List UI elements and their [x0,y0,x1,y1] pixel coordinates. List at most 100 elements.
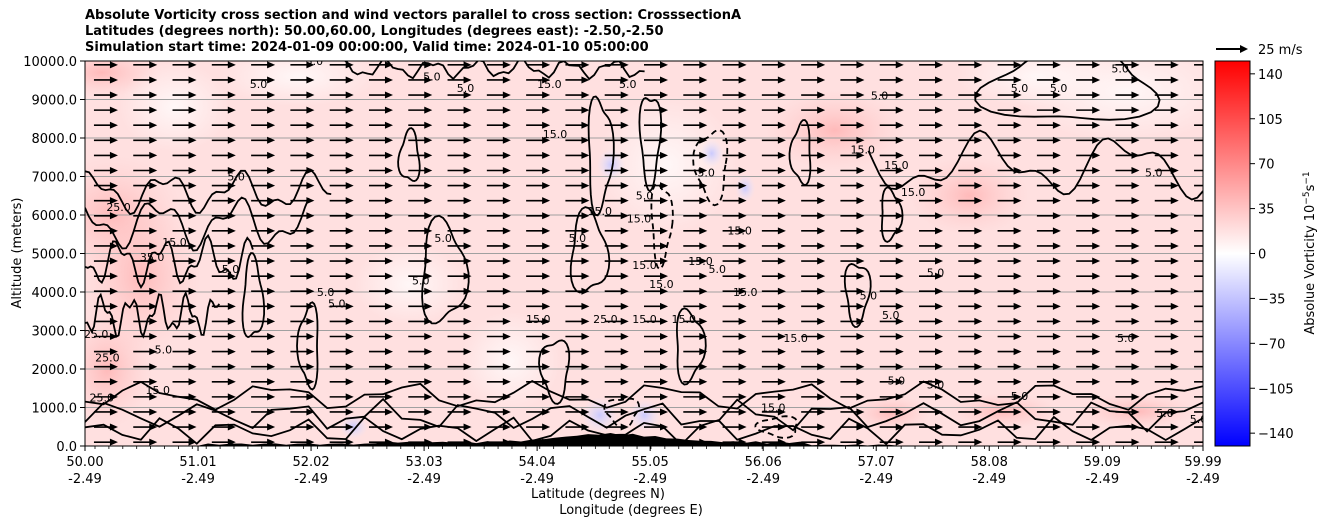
contour-label-43: 5.0 [927,267,945,280]
wind-vector-694 [1154,91,1179,99]
wind-vector-head [777,136,786,144]
wind-vector-70 [565,408,590,416]
wind-vector-8 [408,438,433,446]
wind-vector-701 [290,76,315,84]
contour-label-7: 5.0 [155,344,173,357]
wind-vector-427 [919,227,944,235]
wind-vector-head [581,212,590,220]
wind-vector-head [1052,106,1061,114]
wind-vector-21 [919,438,944,446]
wind-vector-head [542,378,551,386]
wind-vector-head [1092,136,1101,144]
wind-vector-head [817,257,826,265]
wind-vector-head [188,61,197,69]
wind-vector-head [149,378,158,386]
wind-vector-head [895,438,904,446]
wind-vector-454 [840,212,865,220]
wind-vector-head [738,317,747,325]
wind-vector-head [1170,333,1179,341]
wind-vector-head [306,61,315,69]
wind-vector-head [542,182,551,190]
wind-vector-head [1170,257,1179,265]
wind-vector-629 [879,121,904,129]
wind-vector-head [542,302,551,310]
wind-vector-head [935,76,944,84]
x-tick-label-lat-9: 59.09 [1084,455,1121,470]
wind-vector-head [227,121,236,129]
wind-vector-head [227,242,236,250]
wind-vector-562 [526,151,551,159]
wind-vector-208 [290,333,315,341]
contour-label-3: 25.0 [84,328,109,341]
wind-vector-573 [958,151,983,159]
wind-vector-head [227,76,236,84]
wind-vector-head [502,257,511,265]
wind-vector-head [384,287,393,295]
wind-vector-58 [93,408,118,416]
wind-vector-head [660,227,668,235]
contour-label-6: 15.0 [145,384,170,397]
wind-vector-head [856,136,865,144]
vorticity-region-14 [699,139,724,168]
contour-label-1: 15.0 [162,236,187,249]
wind-vector-head [1013,438,1022,446]
wind-vector-head [974,166,983,174]
wind-vector-head [227,317,236,325]
wind-vector-head [738,423,747,431]
x-tick-label-lon-9: -2.49 [1085,472,1119,487]
wind-vector-726 [133,61,158,69]
wind-vector-head [227,197,236,205]
wind-vector-548 [1115,166,1140,174]
contour-label-36: 15.0 [783,332,808,345]
wind-vector-head [463,166,472,174]
wind-vector-549 [1154,166,1179,174]
wind-vector-312 [958,287,983,295]
wind-vector-head [188,91,197,99]
wind-vector-748 [997,61,1022,69]
wind-vector-359 [526,257,551,265]
wind-vector-head [502,348,511,356]
wind-vector-132 [722,378,747,386]
colorbar-label-exponent: −5 [1302,191,1312,204]
x-tick-label-lon-6: -2.49 [746,472,780,487]
wind-vector-398 [919,242,944,250]
wind-vector-head [109,287,118,295]
wind-vector-head [856,227,865,235]
wind-vector-head [502,408,511,416]
contour-line-2 [85,233,254,289]
chart-title-line-3: Simulation start time: 2024-01-09 00:00:… [85,40,649,55]
wind-vector-head [463,242,472,250]
wind-vector-head [581,151,590,159]
wind-vector-80 [958,408,983,416]
wind-vector-head [620,287,629,295]
contour-label-38: 15.0 [884,159,909,172]
wind-vector-head [817,121,826,129]
wind-vector-354 [329,257,354,265]
wind-vector-228 [1076,333,1101,341]
wind-vector-head [1170,378,1179,386]
colorbar-tick-label-8: −140 [1258,427,1294,442]
wind-vector-head [777,166,786,174]
vorticity-region-13 [596,148,625,181]
wind-vector-537 [683,166,708,174]
wind-vector-326 [368,272,393,280]
contour-label-41: 5.0 [860,290,878,303]
wind-vector-head [345,197,354,205]
wind-vector-head [502,212,511,220]
wind-vector-601 [919,136,944,144]
wind-vector-464 [93,197,118,205]
wind-vector-head [777,272,786,280]
wind-vector-head [856,76,865,84]
wind-vector-head [699,287,708,295]
wind-vector-head [620,151,629,159]
wind-vector-421 [683,227,708,235]
wind-vector-678 [526,91,551,99]
wind-vector-head [620,166,629,174]
wind-vector-41 [565,423,590,431]
wind-vector-262 [133,302,158,310]
wind-vector-553 [172,151,197,159]
wind-vector-head [581,242,590,250]
wind-vector-head [1052,212,1061,220]
wind-vector-31 [172,423,197,431]
wind-vector-head [424,166,433,174]
